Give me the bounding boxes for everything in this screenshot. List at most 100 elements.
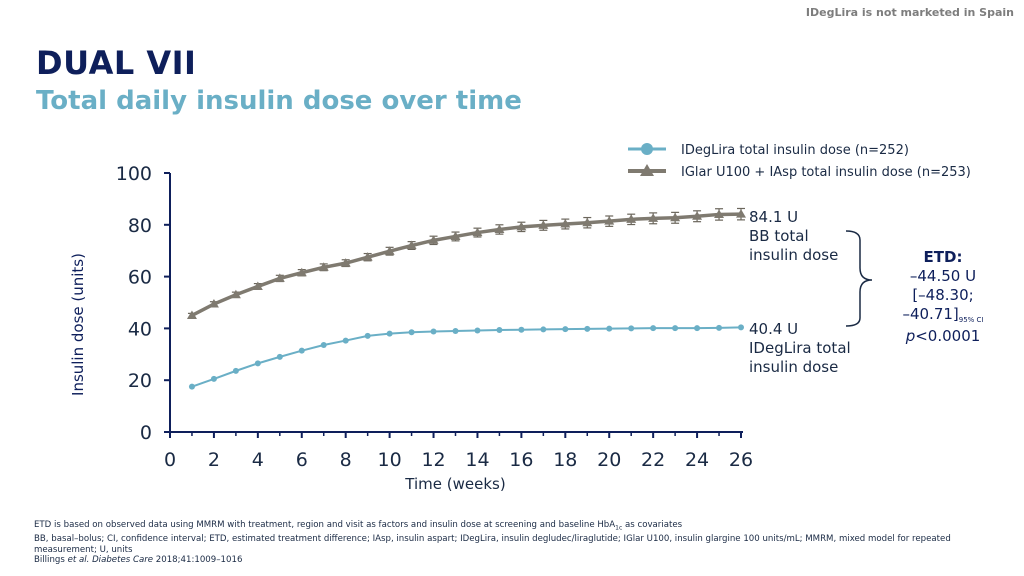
iglar-point-3 [252, 281, 263, 290]
ideglira-end-value: 40.4 U [749, 320, 799, 338]
footnote-etd: ETD is based on observed data using MMRM… [34, 520, 994, 534]
ideglira-point-24 [716, 324, 723, 331]
ideglira-end-annotation: 40.4 U IDegLira total insulin dose [749, 320, 851, 377]
ideglira-point-1 [210, 375, 217, 382]
iglar-point-9 [384, 246, 395, 255]
y-tick-label-3: 60 [128, 267, 152, 289]
iglar-point-13 [472, 227, 483, 237]
iglar-point-24 [714, 209, 725, 218]
x-tick-label-12: 24 [685, 449, 709, 471]
footnote-abbreviations: BB, basal–bolus; CI, confidence interval… [34, 534, 951, 555]
etd-ci-line1: [–48.30; [912, 286, 974, 304]
iglar-point-6 [318, 262, 329, 271]
legend-label-ideglira: IDegLira total insulin dose (n=252) [681, 143, 909, 158]
ideglira-point-5 [298, 347, 305, 354]
ideglira-point-9 [386, 330, 393, 337]
reference-journal: et al. Diabetes Care [67, 555, 154, 566]
ideglira-point-3 [254, 360, 261, 367]
ideglira-point-8 [364, 332, 371, 339]
iglar-point-7 [340, 258, 351, 267]
ideglira-point-14 [496, 326, 503, 333]
iglar-point-19 [604, 216, 615, 225]
disclaimer-text: IDegLira is not marketed in Spain [805, 6, 1014, 19]
iglar-point-18 [582, 217, 593, 227]
ideglira-point-17 [562, 326, 569, 333]
ideglira-point-21 [650, 325, 657, 332]
ideglira-point-18 [584, 325, 591, 332]
etd-p-number: <0.0001 [915, 327, 981, 345]
legend-marker-ideglira [641, 143, 653, 155]
ideglira-point-12 [452, 327, 459, 334]
ideglira-point-19 [606, 325, 613, 332]
iglar-point-2 [230, 289, 241, 299]
iglar-point-23 [692, 211, 703, 220]
iglar-point-15 [516, 221, 527, 231]
x-tick-label-7: 14 [465, 449, 489, 471]
x-tick-label-13: 26 [729, 449, 753, 471]
etd-p-value: p<0.0001 [888, 327, 998, 346]
y-tick-label-5: 100 [116, 163, 152, 185]
legend-marker-iglar [640, 164, 654, 176]
ideglira-point-16 [540, 326, 547, 333]
legend-label-iglar: IGlar U100 + IAsp total insulin dose (n=… [681, 165, 971, 180]
iglar-point-11 [428, 235, 439, 244]
iglar-end-line3: insulin dose [749, 246, 839, 264]
x-tick-label-2: 4 [252, 449, 264, 471]
reference-details: 2018;41:1009–1016 [153, 555, 243, 566]
iglar-point-4 [274, 273, 285, 282]
iglar-point-1 [208, 299, 219, 308]
iglar-point-17 [560, 219, 571, 228]
reference-author: Billings [34, 555, 68, 566]
ideglira-point-6 [320, 341, 327, 348]
ideglira-point-25 [738, 324, 744, 331]
y-tick-label-1: 20 [128, 370, 152, 392]
ideglira-point-20 [628, 325, 635, 332]
y-tick-label-0: 0 [140, 422, 152, 444]
x-tick-label-8: 16 [509, 449, 533, 471]
iglar-series-line [191, 212, 742, 318]
x-tick-label-10: 20 [597, 449, 621, 471]
etd-ci-upper: –40.71] [902, 305, 959, 323]
x-tick-label-11: 22 [641, 449, 665, 471]
iglar-end-annotation: 84.1 U BB total insulin dose [749, 208, 838, 265]
etd-value: –44.50 U [909, 267, 977, 285]
etd-label: ETD: [923, 248, 963, 266]
etd-bracket [845, 230, 873, 327]
x-tick-label-3: 6 [296, 449, 308, 471]
page-subtitle: Total daily insulin dose over time [36, 86, 522, 116]
iglar-point-0 [186, 310, 197, 319]
ideglira-point-2 [232, 367, 239, 374]
x-axis-title: Time (weeks) [404, 475, 505, 493]
footnotes: ETD is based on observed data using MMRM… [34, 520, 994, 566]
iglar-point-14 [494, 224, 505, 233]
footnote-etd-text: ETD is based on observed data using MMRM… [34, 520, 616, 530]
ideglira-end-line2: IDegLira total [749, 339, 851, 357]
footnote-etd-tail: as covariates [622, 520, 683, 530]
iglar-end-line2: BB total [749, 227, 809, 245]
ideglira-point-0 [188, 383, 195, 390]
x-tick-label-6: 12 [421, 449, 445, 471]
ideglira-point-15 [518, 326, 525, 333]
y-tick-label-4: 80 [128, 215, 152, 237]
ideglira-point-10 [408, 329, 415, 336]
ideglira-point-7 [342, 337, 349, 344]
etd-ci-subscript: 95% CI [958, 316, 984, 324]
x-tick-label-1: 2 [208, 449, 220, 471]
x-tick-label-5: 10 [378, 449, 402, 471]
iglar-point-21 [648, 213, 659, 222]
iglar-point-22 [670, 212, 681, 222]
ideglira-point-22 [672, 325, 679, 332]
ideglira-point-4 [276, 353, 283, 360]
footnote-hba1c-sub: 1c [615, 524, 623, 532]
iglar-end-value: 84.1 U [749, 208, 799, 226]
ideglira-point-23 [694, 325, 701, 332]
x-tick-label-9: 18 [553, 449, 577, 471]
etd-block: ETD: –44.50 U [–48.30; –40.71]95% CI p<0… [888, 248, 998, 346]
page-title: DUAL VII [36, 44, 197, 82]
iglar-point-25 [736, 209, 746, 218]
iglar-point-12 [450, 231, 461, 240]
iglar-point-5 [296, 267, 307, 277]
y-axis-title: Insulin dose (units) [69, 253, 87, 396]
iglar-point-8 [362, 252, 373, 261]
